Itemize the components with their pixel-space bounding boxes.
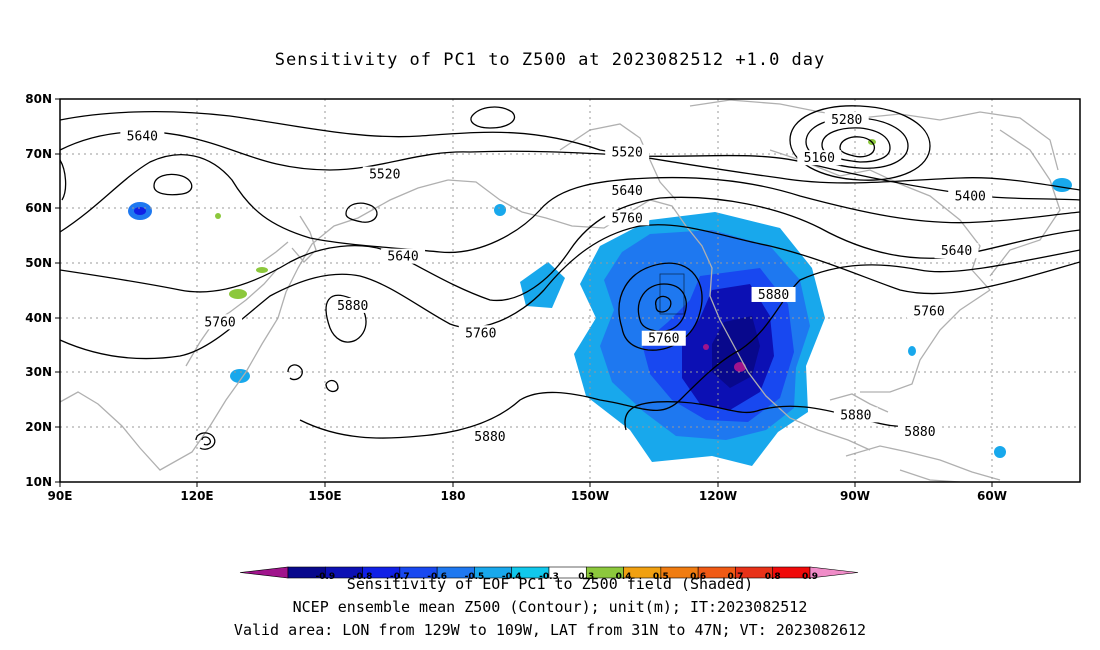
colorbar-label: 0.3 xyxy=(578,572,594,582)
contour-label-background xyxy=(948,188,993,204)
caption-contour: NCEP ensemble mean Z500 (Contour); unit(… xyxy=(292,598,808,616)
colorbar-label: -0.6 xyxy=(427,572,447,582)
contour-label-background xyxy=(641,330,686,346)
contour-label: 5520 xyxy=(369,168,400,183)
contour-label-background xyxy=(605,144,650,160)
contour-labels: 5640 5520 5640 5880 5760 5760 5880 5520 5640 5760… xyxy=(120,111,993,445)
colorbar-label: -0.5 xyxy=(465,572,485,582)
map-frame xyxy=(59,98,1081,483)
contour-label-background xyxy=(934,243,979,259)
contour-label: 5880 xyxy=(337,299,368,314)
contour-label: 5880 xyxy=(758,288,789,303)
lon-label: 90W xyxy=(840,489,870,503)
contour-label: 5640 xyxy=(941,244,972,259)
lat-label: 20N xyxy=(25,420,52,434)
lat-label: 50N xyxy=(25,256,52,270)
contour-label-background xyxy=(897,423,942,439)
latitude-labels: 80N 70N 60N 50N 40N 30N 20N 10N xyxy=(25,92,52,489)
contour-label: 5760 xyxy=(612,211,643,226)
contour-label: 5760 xyxy=(913,304,944,319)
colorbar-label: 0.4 xyxy=(616,572,632,582)
colorbar-label: -0.4 xyxy=(502,572,522,582)
lon-label: 90E xyxy=(48,489,73,503)
colorbar-segment xyxy=(809,566,859,579)
contour-label: 5760 xyxy=(465,326,496,341)
contour-label-background xyxy=(605,210,650,226)
colorbar-label: 0.5 xyxy=(653,572,669,582)
colorbar-label: 0.6 xyxy=(690,572,706,582)
contour-label-background xyxy=(120,128,165,144)
contour-label-background xyxy=(605,183,650,199)
contour-label-background xyxy=(907,303,952,319)
contour-label: 5400 xyxy=(955,189,986,204)
longitude-labels: 90E 120E 150E 180 150W 120W 90W 60W xyxy=(48,489,1007,503)
contour-label-background xyxy=(824,111,869,127)
contour-label: 5880 xyxy=(904,425,935,440)
lat-label: 40N xyxy=(25,311,52,325)
colorbar-label: -0.7 xyxy=(390,572,410,582)
contour-label: 5760 xyxy=(204,315,235,330)
lat-label: 10N xyxy=(25,475,52,489)
colorbar-label: -0.8 xyxy=(353,572,373,582)
lon-label: 180 xyxy=(440,489,465,503)
contour-label-background xyxy=(751,286,796,302)
colorbar-label: 0.9 xyxy=(802,572,818,582)
contour-label-background xyxy=(362,166,407,182)
contour-label: 5640 xyxy=(612,184,643,199)
contour-label-background xyxy=(381,248,426,264)
contour-label: 5640 xyxy=(387,250,418,265)
contour-label-background xyxy=(797,150,842,166)
lon-label: 150W xyxy=(571,489,609,503)
colorbar-label: 0.8 xyxy=(765,572,781,582)
contour-label: 5880 xyxy=(474,430,505,445)
z500-contours xyxy=(60,105,1080,450)
colorbar-label: -0.3 xyxy=(539,572,559,582)
contour-label-background xyxy=(198,314,243,330)
contour-label: 5280 xyxy=(831,113,862,128)
contour-label: 5520 xyxy=(612,146,643,161)
lat-label: 80N xyxy=(25,92,52,106)
axis-ticks xyxy=(55,98,993,487)
lon-label: 120E xyxy=(180,489,213,503)
map-frame-background xyxy=(60,99,1080,482)
lon-label: 60W xyxy=(977,489,1007,503)
contour-label-background xyxy=(833,407,878,423)
contour-label: 5880 xyxy=(840,408,871,423)
colorbar-label: -0.9 xyxy=(315,572,335,582)
contour-label: 5760 xyxy=(648,332,679,347)
contour-label-background xyxy=(330,297,375,313)
lon-label: 150E xyxy=(308,489,341,503)
contour-label-background xyxy=(467,429,512,445)
lat-label: 70N xyxy=(25,147,52,161)
contour-label: 5160 xyxy=(804,151,835,166)
lat-label: 30N xyxy=(25,365,52,379)
contour-label: 5640 xyxy=(127,129,158,144)
caption-shading: Sensitivity of EOF PC1 to Z500 field (Sh… xyxy=(346,575,754,593)
lat-label: 60N xyxy=(25,201,52,215)
colorbar-label: 0.7 xyxy=(727,572,743,582)
caption-valid-area: Valid area: LON from 129W to 109W, LAT f… xyxy=(233,621,867,639)
colorbar: -0.9 -0.8 -0.7 -0.6 -0.5 -0.4 -0.3 0.3 0.4 0.5 0.6… xyxy=(239,566,859,582)
lon-label: 120W xyxy=(699,489,737,503)
valid-area-box xyxy=(659,273,685,315)
map-title: Sensitivity of PC1 to Z500 at 2023082512… xyxy=(274,50,826,70)
contour-label-background xyxy=(458,325,503,341)
